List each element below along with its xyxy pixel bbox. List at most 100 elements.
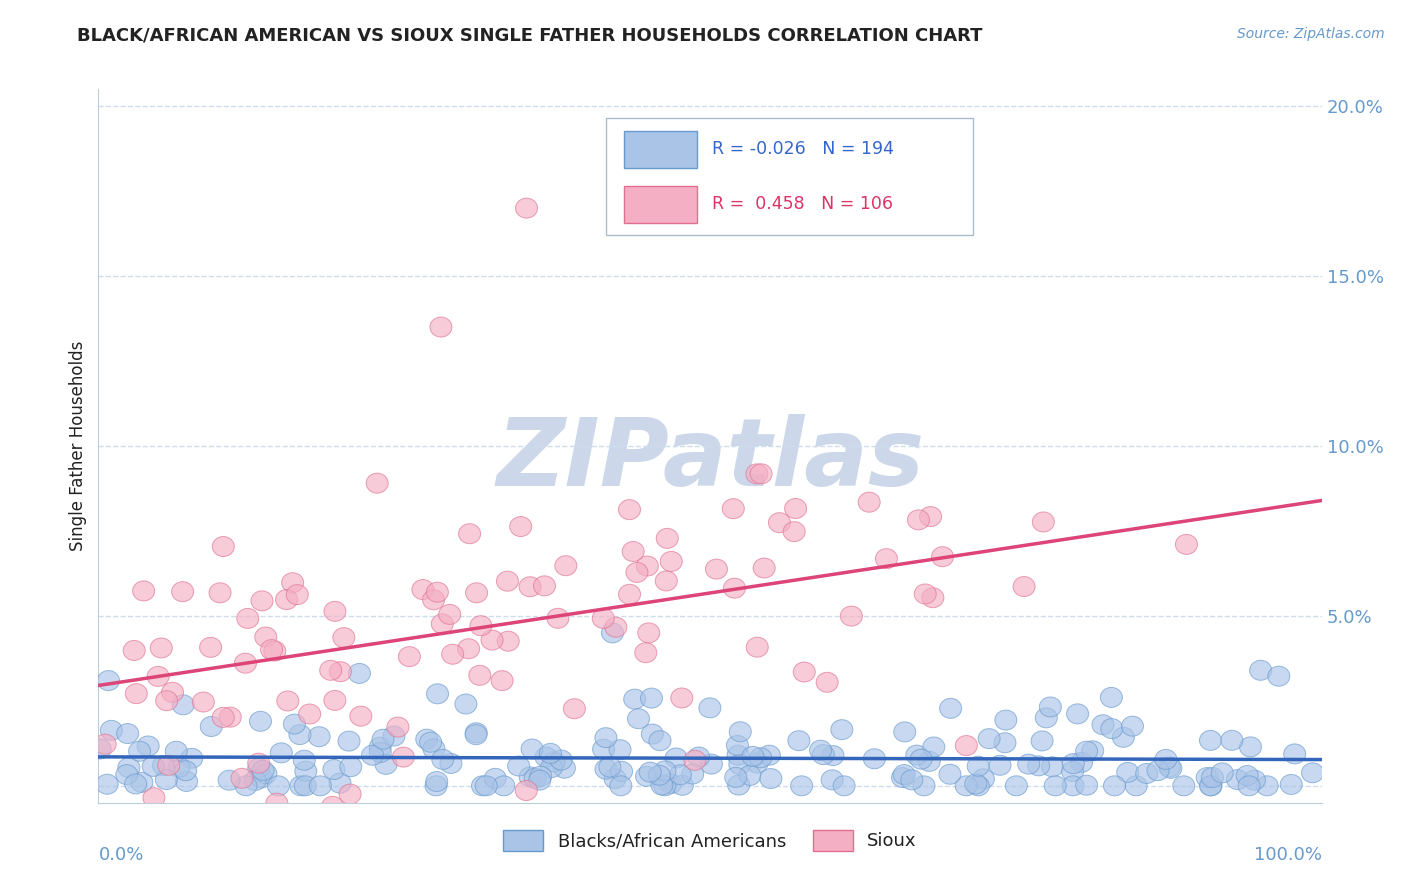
Ellipse shape — [939, 764, 960, 784]
Ellipse shape — [508, 756, 530, 776]
Ellipse shape — [651, 775, 673, 795]
FancyBboxPatch shape — [624, 186, 696, 223]
Ellipse shape — [329, 773, 352, 793]
Ellipse shape — [309, 776, 332, 796]
Ellipse shape — [254, 764, 277, 784]
Ellipse shape — [730, 722, 751, 742]
Ellipse shape — [247, 753, 270, 773]
Ellipse shape — [918, 751, 941, 772]
Ellipse shape — [1028, 756, 1050, 776]
Ellipse shape — [319, 660, 342, 681]
Ellipse shape — [1018, 754, 1039, 774]
Ellipse shape — [162, 682, 184, 702]
Ellipse shape — [1101, 719, 1123, 739]
Ellipse shape — [276, 590, 298, 609]
Ellipse shape — [522, 739, 543, 759]
Ellipse shape — [1159, 757, 1181, 777]
Ellipse shape — [419, 732, 441, 752]
Ellipse shape — [323, 759, 344, 780]
Ellipse shape — [1268, 666, 1289, 686]
Ellipse shape — [89, 739, 111, 759]
Ellipse shape — [554, 758, 575, 778]
Ellipse shape — [742, 747, 763, 766]
Ellipse shape — [543, 752, 565, 772]
Ellipse shape — [1045, 776, 1066, 796]
Ellipse shape — [339, 784, 361, 804]
Ellipse shape — [456, 694, 477, 714]
Ellipse shape — [1302, 763, 1323, 783]
Ellipse shape — [267, 776, 290, 796]
Ellipse shape — [294, 776, 316, 796]
Ellipse shape — [1284, 744, 1306, 764]
Ellipse shape — [907, 510, 929, 530]
Ellipse shape — [416, 729, 437, 749]
Ellipse shape — [1147, 761, 1168, 780]
Ellipse shape — [150, 638, 173, 658]
Ellipse shape — [481, 630, 503, 650]
Ellipse shape — [156, 690, 177, 711]
Ellipse shape — [728, 755, 751, 774]
Ellipse shape — [747, 637, 768, 657]
Ellipse shape — [659, 773, 682, 794]
Text: BLACK/AFRICAN AMERICAN VS SIOUX SINGLE FATHER HOUSEHOLDS CORRELATION CHART: BLACK/AFRICAN AMERICAN VS SIOUX SINGLE F… — [77, 27, 983, 45]
Ellipse shape — [619, 500, 641, 520]
Ellipse shape — [863, 748, 886, 769]
Ellipse shape — [533, 576, 555, 596]
Ellipse shape — [432, 614, 453, 634]
Ellipse shape — [308, 727, 330, 747]
Ellipse shape — [295, 761, 316, 781]
Ellipse shape — [252, 591, 273, 611]
Ellipse shape — [609, 739, 631, 760]
Ellipse shape — [252, 761, 274, 780]
Ellipse shape — [922, 588, 943, 607]
Ellipse shape — [468, 665, 491, 685]
Ellipse shape — [955, 736, 977, 756]
Ellipse shape — [787, 731, 810, 751]
Ellipse shape — [905, 745, 928, 765]
Ellipse shape — [530, 766, 551, 786]
Ellipse shape — [1039, 697, 1062, 717]
Ellipse shape — [235, 776, 257, 796]
Ellipse shape — [1281, 774, 1302, 795]
Ellipse shape — [979, 729, 1000, 748]
Ellipse shape — [965, 774, 987, 794]
Ellipse shape — [392, 747, 415, 767]
Ellipse shape — [288, 724, 311, 745]
Ellipse shape — [1239, 776, 1260, 796]
Ellipse shape — [366, 473, 388, 493]
Ellipse shape — [1005, 776, 1028, 796]
Ellipse shape — [426, 582, 449, 602]
Ellipse shape — [910, 749, 932, 769]
Ellipse shape — [654, 776, 676, 796]
Ellipse shape — [496, 571, 519, 591]
Ellipse shape — [1070, 752, 1092, 772]
Text: ZIPatlas: ZIPatlas — [496, 414, 924, 507]
Ellipse shape — [815, 673, 838, 692]
Ellipse shape — [294, 750, 315, 771]
Ellipse shape — [465, 582, 488, 603]
Ellipse shape — [688, 747, 710, 767]
Ellipse shape — [152, 756, 174, 775]
Ellipse shape — [595, 759, 617, 779]
Ellipse shape — [636, 766, 658, 787]
Ellipse shape — [624, 690, 645, 709]
Ellipse shape — [610, 762, 633, 781]
Ellipse shape — [1199, 776, 1222, 796]
Ellipse shape — [333, 628, 354, 648]
Ellipse shape — [1112, 727, 1135, 747]
Ellipse shape — [524, 768, 546, 789]
Ellipse shape — [458, 524, 481, 544]
Ellipse shape — [914, 584, 936, 604]
Ellipse shape — [669, 764, 692, 785]
Ellipse shape — [671, 688, 693, 708]
Ellipse shape — [724, 767, 747, 788]
Ellipse shape — [901, 770, 922, 789]
Ellipse shape — [724, 578, 745, 599]
Ellipse shape — [751, 464, 772, 483]
Ellipse shape — [988, 756, 1011, 775]
Ellipse shape — [350, 706, 373, 726]
Ellipse shape — [640, 762, 661, 782]
Ellipse shape — [231, 768, 253, 789]
Ellipse shape — [891, 767, 914, 788]
Ellipse shape — [143, 788, 165, 808]
